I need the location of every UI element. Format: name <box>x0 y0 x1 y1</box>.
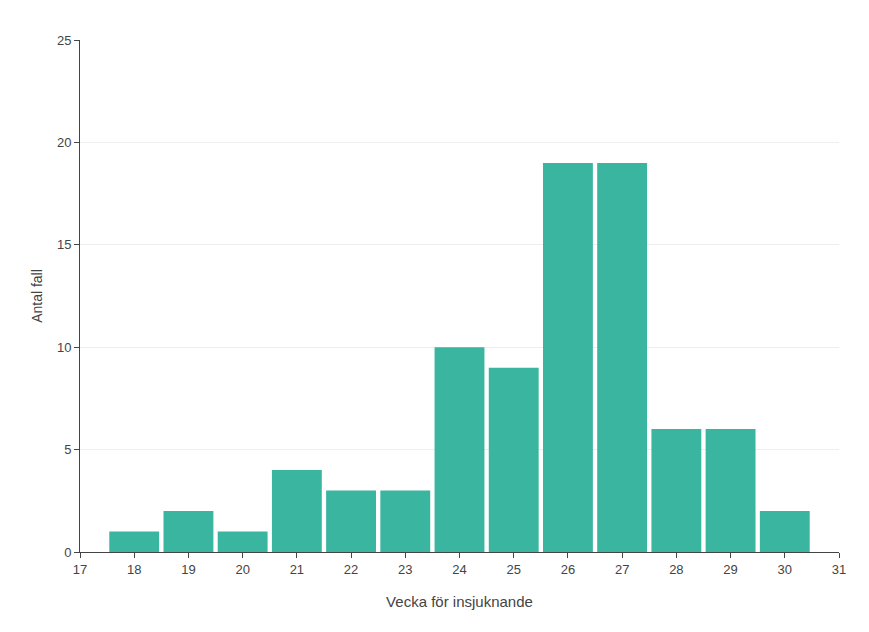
svg-text:29: 29 <box>723 562 737 577</box>
svg-text:22: 22 <box>344 562 358 577</box>
svg-text:17: 17 <box>73 562 87 577</box>
svg-text:23: 23 <box>398 562 412 577</box>
svg-text:30: 30 <box>778 562 792 577</box>
svg-text:19: 19 <box>181 562 195 577</box>
svg-text:25: 25 <box>506 562 520 577</box>
svg-text:Vecka för insjuknande: Vecka för insjuknande <box>386 593 533 610</box>
svg-text:31: 31 <box>832 562 846 577</box>
svg-text:18: 18 <box>127 562 141 577</box>
svg-text:20: 20 <box>57 135 71 150</box>
svg-text:21: 21 <box>290 562 304 577</box>
svg-text:5: 5 <box>64 442 71 457</box>
svg-text:27: 27 <box>615 562 629 577</box>
svg-text:28: 28 <box>669 562 683 577</box>
svg-text:Antal fall: Antal fall <box>29 269 45 323</box>
svg-text:10: 10 <box>57 340 71 355</box>
svg-text:15: 15 <box>57 237 71 252</box>
svg-text:26: 26 <box>561 562 575 577</box>
svg-text:25: 25 <box>57 33 71 48</box>
svg-text:0: 0 <box>64 545 71 560</box>
svg-text:24: 24 <box>452 562 466 577</box>
svg-text:20: 20 <box>235 562 249 577</box>
